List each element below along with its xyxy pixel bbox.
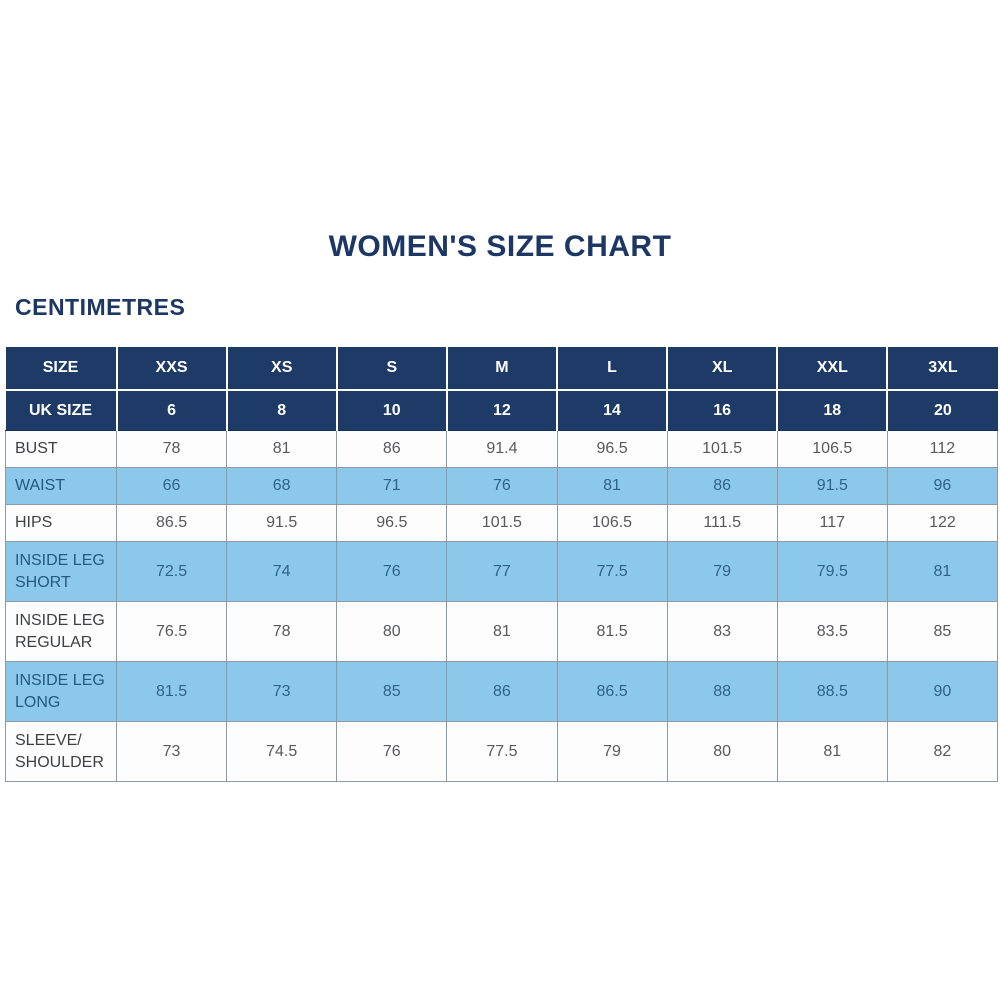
cell-value: 72.5 xyxy=(115,541,228,602)
cell-value: 76 xyxy=(336,721,448,782)
cell-value: 81.5 xyxy=(115,661,228,722)
table-row-waist: WAIST 66 68 71 76 81 86 91.5 96 xyxy=(5,467,999,505)
cell-value: 86.5 xyxy=(115,504,228,542)
cell-value: 91.4 xyxy=(446,430,558,468)
row-label-bust: BUST xyxy=(5,430,117,468)
cell-value: 79 xyxy=(666,541,778,602)
size-col-m: M xyxy=(445,347,557,391)
cell-value: 91.5 xyxy=(226,504,338,542)
size-header-label: SIZE xyxy=(5,347,117,391)
cell-value: 76 xyxy=(446,467,558,505)
cell-value: 81.5 xyxy=(556,601,668,662)
uk-size-header-label: UK SIZE xyxy=(5,390,117,431)
cell-value: 122 xyxy=(886,504,999,542)
row-label-hips: HIPS xyxy=(5,504,117,542)
size-col-l: L xyxy=(555,347,668,391)
size-header-row: SIZE XXS XS S M L XL XXL 3XL xyxy=(5,347,998,391)
cell-value: 117 xyxy=(776,504,888,542)
cell-value: 111.5 xyxy=(666,504,778,542)
cell-value: 78 xyxy=(115,430,228,468)
cell-value: 96 xyxy=(886,467,999,505)
uk-size-12: 12 xyxy=(445,390,557,431)
size-col-xs: XS xyxy=(225,347,337,391)
cell-value: 80 xyxy=(336,601,448,662)
size-col-3xl: 3XL xyxy=(886,347,998,391)
cell-value: 71 xyxy=(336,467,448,505)
cell-value: 88 xyxy=(666,661,778,722)
cell-value: 81 xyxy=(886,541,999,602)
cell-value: 85 xyxy=(336,661,448,722)
size-col-xxs: XXS xyxy=(115,347,227,391)
cell-value: 80 xyxy=(666,721,778,782)
page-title: WOMEN'S SIZE CHART xyxy=(328,230,672,263)
cell-value: 66 xyxy=(115,467,228,505)
cell-value: 90 xyxy=(886,661,999,722)
cell-value: 83 xyxy=(666,601,778,662)
cell-value: 78 xyxy=(226,601,338,662)
uk-size-14: 14 xyxy=(555,390,668,431)
table-row-bust: BUST 78 81 86 91.4 96.5 101.5 106.5 112 xyxy=(5,430,999,468)
cell-value: 77.5 xyxy=(556,541,668,602)
cell-value: 106.5 xyxy=(776,430,888,468)
cell-value: 76 xyxy=(336,541,448,602)
cell-value: 73 xyxy=(226,661,338,722)
row-label-inside-leg-short: INSIDE LEG SHORT xyxy=(5,541,117,602)
cell-value: 74 xyxy=(226,541,338,602)
cell-value: 79.5 xyxy=(776,541,888,602)
row-label-inside-leg-long: INSIDE LEG LONG xyxy=(5,661,117,722)
size-col-s: S xyxy=(335,347,447,391)
row-label-sleeve-shoulder: SLEEVE/ SHOULDER xyxy=(5,721,117,782)
uk-size-10: 10 xyxy=(335,390,447,431)
cell-value: 101.5 xyxy=(666,430,778,468)
uk-size-6: 6 xyxy=(115,390,227,431)
row-label-waist: WAIST xyxy=(5,467,117,505)
cell-value: 81 xyxy=(776,721,888,782)
table-row-inside-leg-long: INSIDE LEG LONG 81.5 73 85 86 86.5 88 88… xyxy=(5,661,999,722)
cell-value: 106.5 xyxy=(556,504,668,542)
cell-value: 82 xyxy=(886,721,999,782)
table-row-sleeve-shoulder: SLEEVE/ SHOULDER 73 74.5 76 77.5 79 80 8… xyxy=(5,721,999,782)
cell-value: 85 xyxy=(886,601,999,662)
units-label: CENTIMETRES xyxy=(15,294,186,320)
cell-value: 91.5 xyxy=(776,467,888,505)
cell-value: 112 xyxy=(886,430,999,468)
cell-value: 83.5 xyxy=(776,601,888,662)
cell-value: 81 xyxy=(226,430,338,468)
uk-size-18: 18 xyxy=(776,390,888,431)
cell-value: 76.5 xyxy=(115,601,228,662)
cell-value: 86 xyxy=(336,430,448,468)
cell-value: 81 xyxy=(556,467,668,505)
cell-value: 68 xyxy=(226,467,338,505)
cell-value: 73 xyxy=(115,721,228,782)
size-col-xl: XL xyxy=(666,347,778,391)
table-row-inside-leg-short: INSIDE LEG SHORT 72.5 74 76 77 77.5 79 7… xyxy=(5,541,999,602)
size-chart-table: SIZE XXS XS S M L XL XXL 3XL UK SIZE 6 8… xyxy=(5,347,999,782)
cell-value: 88.5 xyxy=(776,661,888,722)
uk-size-header-row: UK SIZE 6 8 10 12 14 16 18 20 xyxy=(5,390,998,431)
uk-size-20: 20 xyxy=(886,390,998,431)
cell-value: 86 xyxy=(446,661,558,722)
cell-value: 77 xyxy=(446,541,558,602)
cell-value: 96.5 xyxy=(556,430,668,468)
table-row-hips: HIPS 86.5 91.5 96.5 101.5 106.5 111.5 11… xyxy=(5,504,999,542)
cell-value: 77.5 xyxy=(446,721,558,782)
cell-value: 101.5 xyxy=(446,504,558,542)
cell-value: 74.5 xyxy=(226,721,338,782)
table-row-inside-leg-regular: INSIDE LEG REGULAR 76.5 78 80 81 81.5 83… xyxy=(5,601,999,662)
cell-value: 86.5 xyxy=(556,661,668,722)
cell-value: 81 xyxy=(446,601,558,662)
cell-value: 96.5 xyxy=(336,504,448,542)
table-header: SIZE XXS XS S M L XL XXL 3XL UK SIZE 6 8… xyxy=(5,347,998,431)
uk-size-8: 8 xyxy=(225,390,337,431)
size-col-xxl: XXL xyxy=(776,347,888,391)
cell-value: 86 xyxy=(666,467,778,505)
row-label-inside-leg-regular: INSIDE LEG REGULAR xyxy=(5,601,117,662)
uk-size-16: 16 xyxy=(666,390,778,431)
cell-value: 79 xyxy=(556,721,668,782)
